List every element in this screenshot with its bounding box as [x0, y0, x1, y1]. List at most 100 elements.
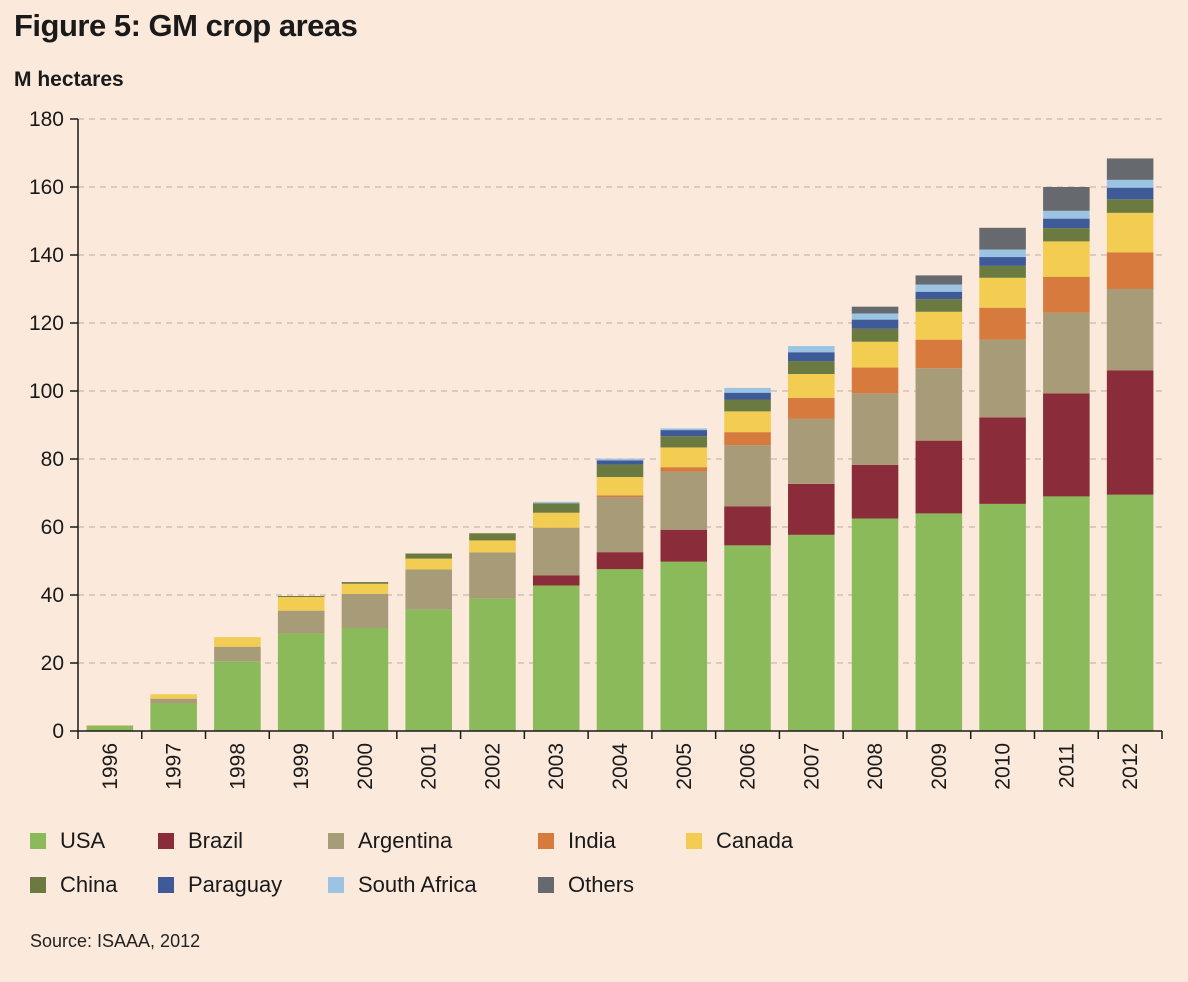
bar-segment-argentina-2010 — [979, 339, 1026, 418]
bar-segment-china-2012 — [1106, 199, 1154, 213]
bar-segment-argentina-2003 — [532, 528, 580, 576]
legend-label: Argentina — [358, 828, 453, 853]
bar-segment-canada-1998 — [214, 637, 261, 647]
bar-segment-argentina-2005 — [660, 471, 708, 530]
bar-segment-usa-1998 — [214, 661, 261, 731]
bar-segment-argentina-1998 — [214, 646, 261, 662]
bar-segment-paraguay-2007 — [788, 352, 835, 362]
legend-swatch — [30, 877, 46, 893]
bar-segment-usa-2011 — [1043, 496, 1090, 731]
bar-segment-india-2008 — [851, 367, 899, 394]
axes: 0 20 40 60 80 100 120 140 160 180 1996 1997 1998 1999… — [29, 108, 1163, 790]
y-tick-label: 100 — [29, 380, 64, 403]
bar-segment-argentina-2007 — [788, 418, 835, 484]
bars — [86, 158, 1154, 731]
bar-segment-canada-1999 — [277, 597, 325, 611]
x-tick-label: 2007 — [800, 743, 823, 790]
bar-segment-paraguay-2011 — [1043, 218, 1090, 229]
bar-segment-argentina-2011 — [1043, 312, 1090, 394]
bar-segment-usa-1999 — [277, 633, 325, 731]
bar-segment-china-2007 — [788, 361, 835, 374]
y-tick-label: 20 — [41, 652, 64, 675]
bar-segment-brazil-2006 — [724, 506, 771, 546]
source-note: Source: ISAAA, 2012 — [30, 931, 201, 951]
bar-segment-china-2010 — [979, 265, 1026, 278]
bar-segment-brazil-2008 — [851, 464, 899, 519]
bar-segment-south-africa-2009 — [915, 284, 963, 292]
bar-segment-china-2008 — [851, 328, 899, 342]
bar-segment-usa-2001 — [405, 609, 452, 731]
bar-segment-canada-2006 — [724, 411, 771, 433]
bar-segment-canada-2010 — [979, 277, 1026, 308]
legend-item-canada: Canada — [686, 826, 846, 856]
y-tick-label: 120 — [29, 312, 64, 335]
x-tick-label: 1996 — [99, 743, 122, 790]
bar-segment-usa-2004 — [596, 569, 644, 731]
y-tick-label: 180 — [29, 108, 64, 131]
bar-segment-south-africa-2005 — [660, 428, 708, 431]
bar-segment-usa-1996 — [86, 725, 134, 731]
legend-swatch — [328, 833, 344, 849]
bar-segment-brazil-2011 — [1043, 393, 1090, 497]
bar-segment-paraguay-2009 — [915, 291, 963, 300]
bar-segment-paraguay-2012 — [1106, 187, 1154, 200]
bar-segment-argentina-2000 — [341, 593, 389, 628]
legend-item-argentina: Argentina — [328, 826, 538, 856]
bar-segment-canada-2012 — [1106, 212, 1154, 253]
bar-segment-argentina-1997 — [150, 698, 197, 704]
legend-label: Brazil — [188, 828, 244, 853]
x-tick-label: 2006 — [737, 743, 760, 790]
legend-swatch — [158, 877, 174, 893]
bar-segment-argentina-2009 — [915, 368, 963, 441]
legend-swatch — [686, 833, 702, 849]
legend-item-south-africa: South Africa — [328, 870, 538, 900]
bar-segment-canada-2009 — [915, 311, 963, 340]
bar-segment-india-2011 — [1043, 276, 1090, 313]
bar-segment-brazil-2003 — [532, 575, 580, 586]
bar-segment-south-africa-2008 — [851, 313, 899, 320]
bar-segment-india-2006 — [724, 432, 771, 446]
bar-segment-usa-2006 — [724, 545, 771, 731]
bar-segment-argentina-2012 — [1106, 289, 1154, 371]
bar-segment-usa-2008 — [851, 518, 899, 731]
bar-segment-argentina-1999 — [277, 610, 325, 634]
bar-segment-canada-2001 — [405, 558, 452, 570]
x-tick-label: 1999 — [290, 743, 313, 790]
legend-label: USA — [60, 828, 106, 853]
legend-swatch — [538, 833, 554, 849]
bar-segment-china-2011 — [1043, 228, 1090, 242]
bar-segment-argentina-2008 — [851, 393, 899, 465]
x-tick-label: 2009 — [928, 743, 951, 790]
x-tick-label: 2001 — [418, 743, 441, 790]
chart: 0 20 40 60 80 100 120 140 160 180 1996 1997 1998 1999… — [29, 108, 1163, 790]
bar-segment-argentina-2002 — [469, 552, 516, 599]
legend-item-others: Others — [538, 870, 686, 900]
bar-segment-usa-2003 — [532, 585, 580, 731]
x-tick-label: 2012 — [1119, 743, 1142, 790]
x-tick-label: 1997 — [163, 743, 186, 790]
legend-swatch — [30, 833, 46, 849]
bar-segment-paraguay-2006 — [724, 392, 771, 400]
bar-segment-china-2006 — [724, 399, 771, 412]
bar-segment-canada-2007 — [788, 374, 835, 398]
bar-segment-argentina-2004 — [596, 497, 644, 553]
y-tick-label: 80 — [41, 448, 64, 471]
x-tick-label: 2008 — [864, 743, 887, 790]
bar-segment-paraguay-2005 — [660, 430, 708, 437]
bar-segment-india-2012 — [1106, 252, 1154, 289]
x-tick-label: 2011 — [1055, 743, 1078, 788]
legend-label: Paraguay — [188, 872, 283, 897]
legend-label: India — [568, 828, 616, 853]
bar-segment-south-africa-2012 — [1106, 179, 1154, 188]
bar-segment-canada-2008 — [851, 341, 899, 368]
bar-segment-canada-2005 — [660, 447, 708, 468]
bar-segment-india-2010 — [979, 307, 1026, 340]
x-tick-label: 2010 — [992, 743, 1015, 790]
chart-title: Figure 5: GM crop areas — [14, 8, 358, 43]
bar-segment-brazil-2009 — [915, 440, 963, 514]
bar-segment-others-2010 — [979, 227, 1026, 250]
bar-segment-south-africa-2010 — [979, 249, 1026, 258]
bar-segment-canada-2004 — [596, 477, 644, 496]
bar-segment-usa-2000 — [341, 627, 389, 731]
bar-segment-usa-2005 — [660, 561, 708, 731]
